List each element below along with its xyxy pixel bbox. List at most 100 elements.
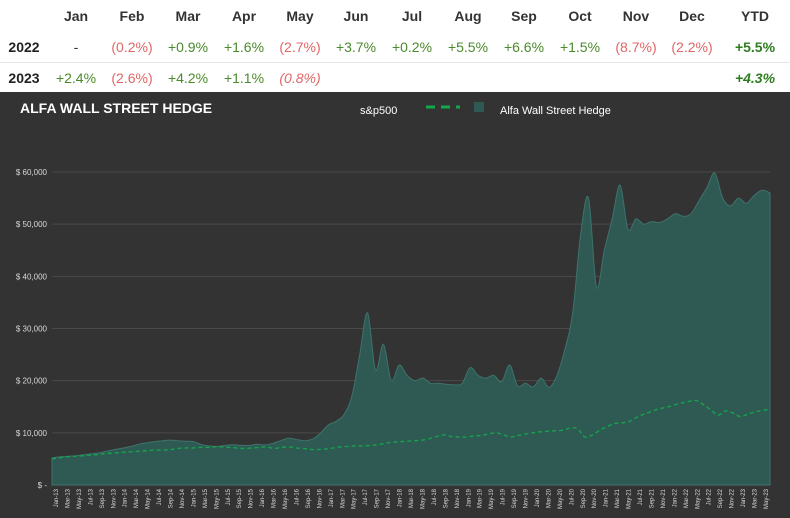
x-tick-label: May-18 xyxy=(421,488,427,509)
x-tick-label: Jan-21 xyxy=(604,488,610,507)
performance-chart-panel: ALFA WALL STREET HEDGE s&p500 Alfa Wall … xyxy=(0,92,790,518)
x-tick-label: Mar-21 xyxy=(615,488,621,508)
header-cell-jul: Jul xyxy=(401,8,423,24)
year-cell: 2023 xyxy=(0,62,48,93)
return-cell: +2.4% xyxy=(48,62,104,93)
x-tick-label: Sep-21 xyxy=(650,488,656,508)
x-tick-label: Jan-23 xyxy=(741,488,747,507)
return-cell: +4.2% xyxy=(160,62,216,93)
return-cell: +1.5% xyxy=(559,39,601,55)
header-cell-blank xyxy=(0,0,48,32)
x-tick-label: Jan-20 xyxy=(535,488,541,507)
x-tick-label: Sep-13 xyxy=(100,488,106,508)
x-tick-label: Jul-20 xyxy=(569,488,575,505)
x-tick-label: Nov-13 xyxy=(111,488,117,508)
header-cell-may: May xyxy=(286,8,314,24)
x-tick-label: May-20 xyxy=(558,488,564,509)
legend-label-sp500: s&p500 xyxy=(360,105,397,117)
x-tick-label: Sep-20 xyxy=(581,488,587,508)
return-cell xyxy=(328,62,384,93)
series-area-alfa xyxy=(51,172,771,486)
x-tick-label: Jan-16 xyxy=(260,488,266,507)
return-cell: (0.2%) xyxy=(111,39,153,55)
x-tick-label: Mar-15 xyxy=(203,488,209,508)
x-tick-label: Mar-14 xyxy=(134,488,140,508)
return-cell: +1.1% xyxy=(216,62,272,93)
x-tick-label: May-19 xyxy=(489,488,495,509)
x-tick-label: Jul-22 xyxy=(707,488,713,505)
x-tick-label: May-21 xyxy=(627,488,633,509)
x-tick-label: Jul-13 xyxy=(88,488,94,505)
header-cell-mar: Mar xyxy=(175,8,201,24)
return-cell xyxy=(440,62,496,93)
return-cell: +0.2% xyxy=(391,39,433,55)
return-cell: +5.5% xyxy=(447,39,489,55)
chart-title: ALFA WALL STREET HEDGE xyxy=(20,100,212,116)
return-cell xyxy=(384,62,440,93)
x-axis-ticks: Jan-13 Mar-13 May-13 Jul-13 Sep-13 Nov-13 Jan-… xyxy=(54,488,770,509)
x-tick-label: Jul-21 xyxy=(638,488,644,505)
x-tick-label: Nov-22 xyxy=(730,488,736,508)
x-tick-label: Sep-17 xyxy=(375,488,381,508)
return-cell: +1.6% xyxy=(223,39,265,55)
x-tick-label: Mar-23 xyxy=(753,488,759,508)
return-cell: +6.6% xyxy=(503,39,545,55)
header-cell-ytd: YTD xyxy=(741,8,769,24)
x-tick-label: Mar-19 xyxy=(478,488,484,508)
x-tick-label: Sep-18 xyxy=(443,488,449,508)
plot-area xyxy=(51,172,771,486)
header-cell-aug: Aug xyxy=(454,8,482,24)
performance-chart: ALFA WALL STREET HEDGE s&p500 Alfa Wall … xyxy=(16,100,771,509)
x-tick-label: Jan-19 xyxy=(466,488,472,507)
y-tick-label: $ 40,000 xyxy=(16,272,48,281)
x-tick-label: Mar-22 xyxy=(684,488,690,508)
header-cell-feb: Feb xyxy=(119,8,145,24)
return-cell: (2.7%) xyxy=(279,39,321,55)
return-cell xyxy=(608,62,664,93)
x-tick-label: Jan-15 xyxy=(191,488,197,507)
return-cell xyxy=(664,62,720,93)
x-tick-label: Jan-14 xyxy=(123,488,129,507)
x-tick-label: Jul-16 xyxy=(295,488,301,505)
series-line-sp500 xyxy=(51,399,771,460)
x-tick-label: May-15 xyxy=(214,488,220,509)
x-tick-label: Jan-18 xyxy=(398,488,404,507)
x-tick-label: May-23 xyxy=(764,488,770,509)
table-header-row: Jan Feb Mar Apr May Jun Jul Aug Sep Oct … xyxy=(0,0,790,32)
y-tick-label: $ 50,000 xyxy=(16,220,48,229)
x-tick-label: Nov-16 xyxy=(317,488,323,508)
x-tick-label: Jan-13 xyxy=(54,488,60,507)
x-tick-label: Sep-15 xyxy=(237,488,243,508)
x-tick-label: Sep-22 xyxy=(718,488,724,508)
x-tick-label: Nov-15 xyxy=(249,488,255,508)
x-tick-label: Mar-17 xyxy=(340,488,346,508)
legend-swatch-alfa xyxy=(474,102,484,112)
x-tick-label: Sep-16 xyxy=(306,488,312,508)
x-tick-label: May-13 xyxy=(77,488,83,509)
header-cell-jan: Jan xyxy=(63,8,89,24)
header-cell-jun: Jun xyxy=(343,8,369,24)
return-cell: (0.8%) xyxy=(272,62,328,93)
header-cell-sep: Sep xyxy=(511,8,537,24)
x-tick-label: May-16 xyxy=(283,488,289,509)
header-cell-nov: Nov xyxy=(622,8,650,24)
chart-legend: s&p500 Alfa Wall Street Hedge xyxy=(360,102,611,117)
x-tick-label: Nov-17 xyxy=(386,488,392,508)
y-tick-label: $ 10,000 xyxy=(16,429,48,438)
return-cell xyxy=(496,62,552,93)
x-tick-label: Mar-20 xyxy=(546,488,552,508)
x-tick-label: Sep-14 xyxy=(169,488,175,508)
x-tick-label: Nov-21 xyxy=(661,488,667,508)
table-row: 2023 +2.4% (2.6%) +4.2% +1.1% (0.8%) +4.3% xyxy=(0,62,790,93)
x-tick-label: Nov-19 xyxy=(524,488,530,508)
x-tick-label: May-17 xyxy=(352,488,358,509)
monthly-returns-table: Jan Feb Mar Apr May Jun Jul Aug Sep Oct … xyxy=(0,0,790,93)
y-tick-label: $ - xyxy=(38,481,48,490)
x-tick-label: Mar-18 xyxy=(409,488,415,508)
x-tick-label: Mar-13 xyxy=(66,488,72,508)
header-cell-apr: Apr xyxy=(231,8,257,24)
x-tick-label: Jan-22 xyxy=(672,488,678,507)
x-tick-label: Jul-18 xyxy=(432,488,438,505)
year-cell: 2022 xyxy=(8,39,40,55)
legend-label-alfa: Alfa Wall Street Hedge xyxy=(500,105,611,117)
